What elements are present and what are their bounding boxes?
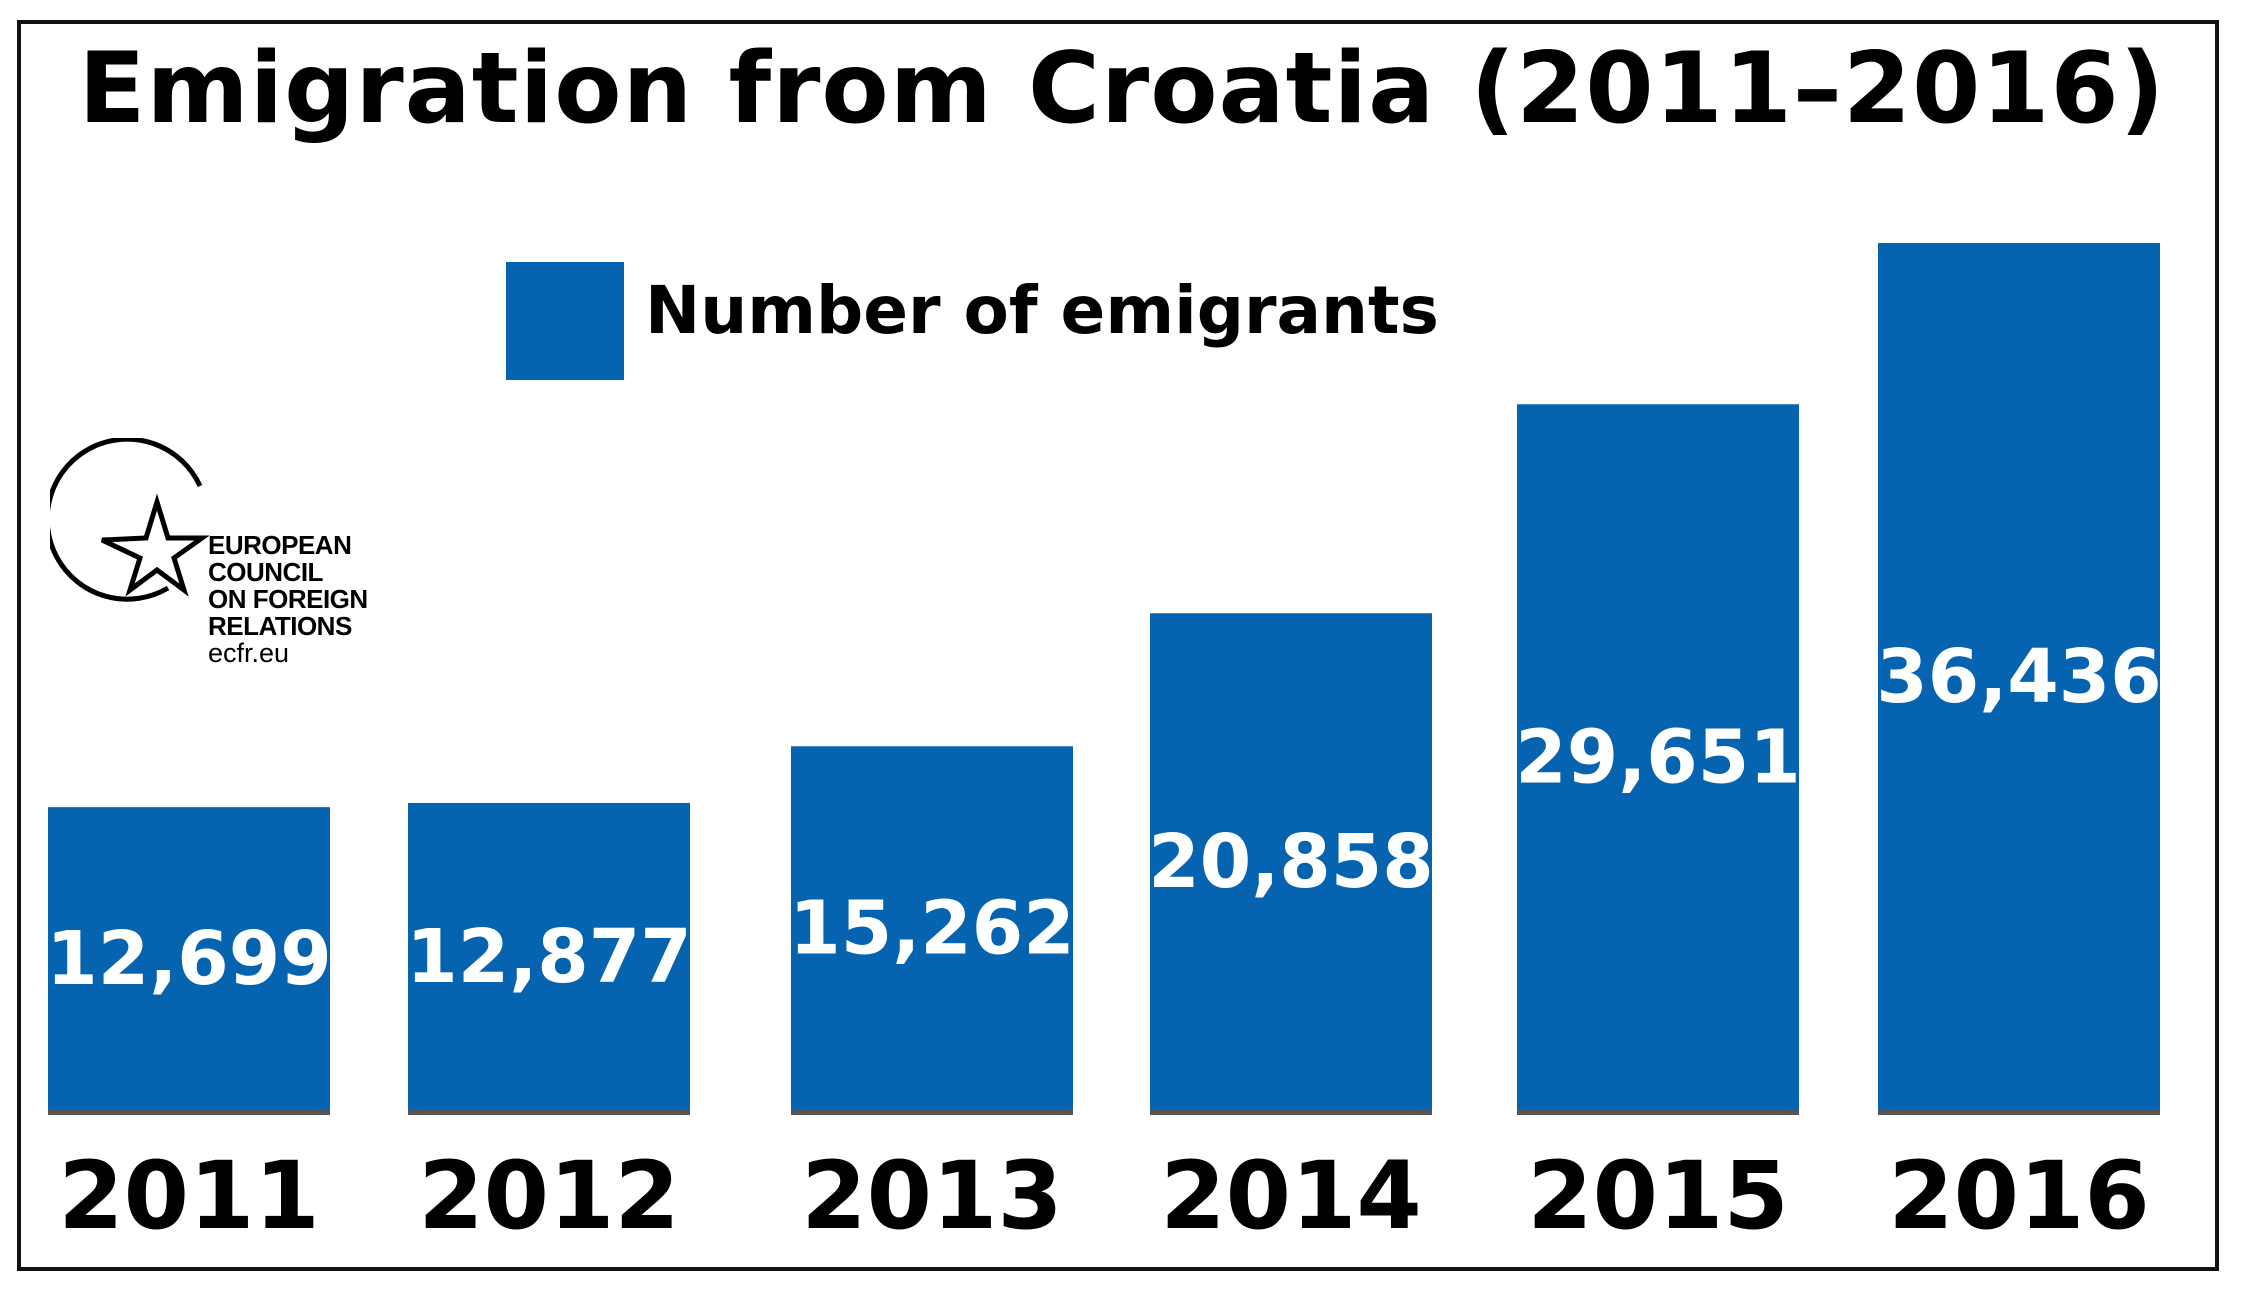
bar-baseline-2011 [48,1109,330,1115]
x-tick-label-2015: 2015 [1527,1142,1789,1251]
bar-2016 [1878,243,2160,1109]
bar-baseline-2013 [791,1109,1073,1115]
data-label-2014: 20,858 [1148,819,1434,905]
logo-line-1: EUROPEAN [208,530,352,560]
legend-label: Number of emigrants [645,272,1439,349]
logo-line-4: RELATIONS [208,611,352,641]
bar-2012 [408,802,690,1109]
legend-swatch [506,262,624,380]
logo-line-2: COUNCIL [208,557,323,587]
bar-baseline-2015 [1517,1109,1799,1115]
bar-2014 [1150,613,1432,1109]
x-tick-label-2014: 2014 [1160,1142,1422,1251]
chart-title: Emigration from Croatia (2011–2016) [78,32,2166,146]
ecfr-logo: EUROPEAN COUNCIL ON FOREIGN RELATIONS ec… [50,438,410,668]
chart-frame [17,20,2219,1271]
logo-url: ecfr.eu [208,638,290,668]
bar-2013 [791,746,1073,1109]
bar-2011 [48,807,330,1109]
data-label-2016: 36,436 [1876,634,2162,720]
x-tick-label-2012: 2012 [418,1142,680,1251]
bar-2015 [1517,404,1799,1109]
data-label-2012: 12,877 [406,914,692,1000]
data-label-2011: 12,699 [46,916,332,1002]
x-tick-label-2013: 2013 [801,1142,1063,1251]
star-in-circle-icon [50,438,210,602]
bar-baseline-2014 [1150,1109,1432,1115]
x-tick-label-2011: 2011 [58,1142,320,1251]
bar-baseline-2016 [1878,1109,2160,1115]
logo-line-3: ON FOREIGN [208,584,368,614]
x-tick-label-2016: 2016 [1888,1142,2150,1251]
data-label-2015: 29,651 [1515,715,1801,801]
data-label-2013: 15,262 [789,886,1075,972]
bar-baseline-2012 [408,1109,690,1115]
